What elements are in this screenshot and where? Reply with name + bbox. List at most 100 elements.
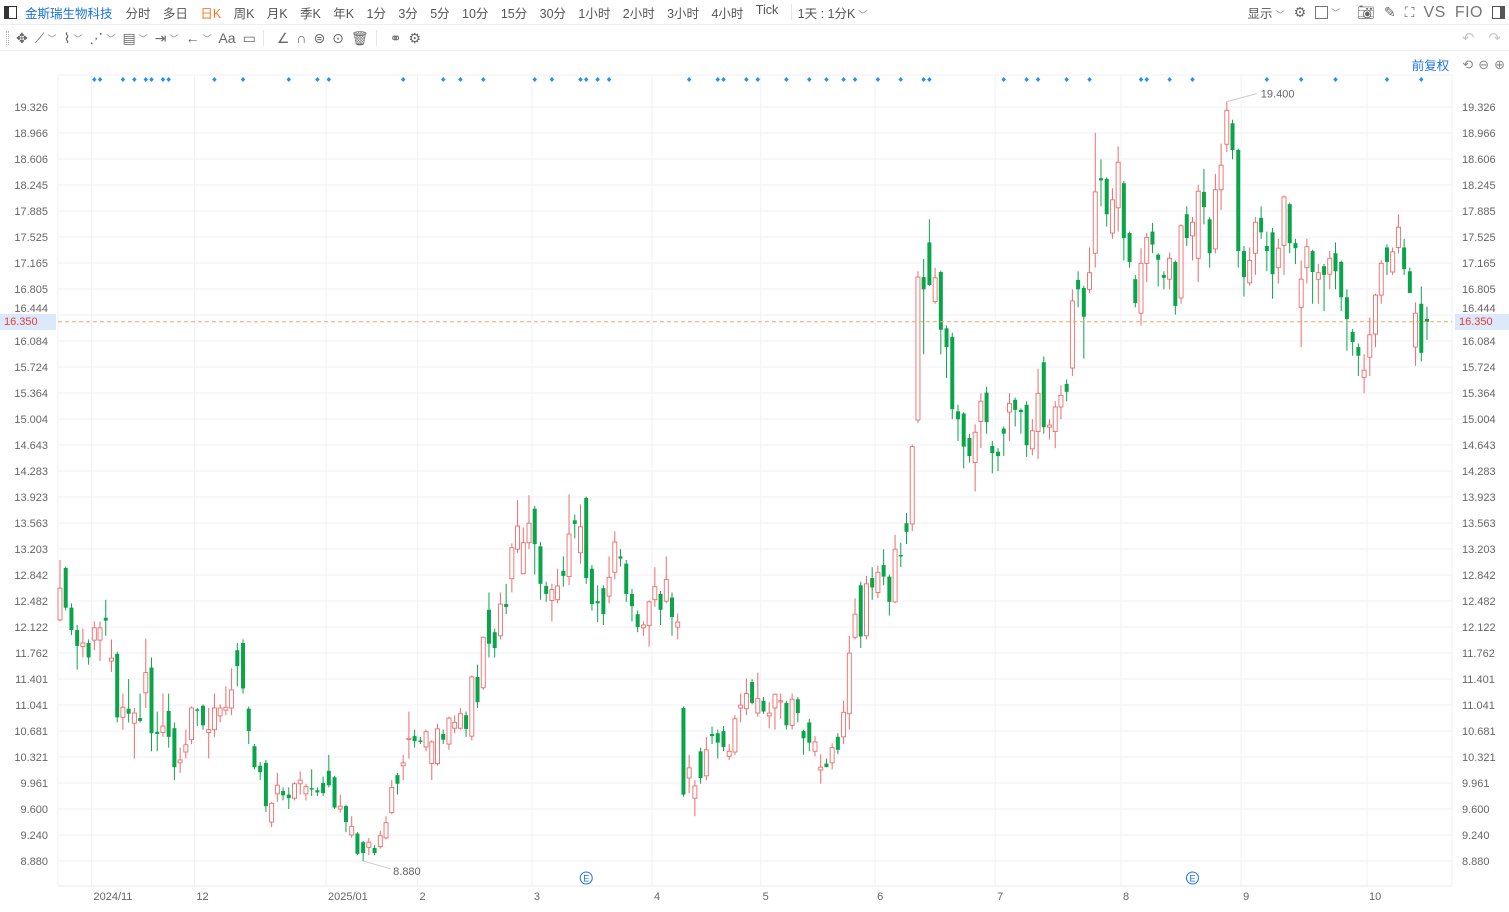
candle-body (160, 725, 166, 733)
trend-line-icon[interactable]: ⟋ ﹀ (34, 29, 57, 46)
event-marker-icon (1167, 77, 1172, 82)
period-tab[interactable]: 周K (233, 6, 255, 21)
angle-icon[interactable]: ∠ (276, 29, 290, 46)
period-tab[interactable]: 5分 (430, 6, 450, 21)
period-tab[interactable]: 多日 (162, 6, 188, 21)
stock-name[interactable]: 金斯瑞生物科技 (25, 6, 113, 21)
layout-dropdown[interactable]: ﹀ (1315, 6, 1340, 19)
price-tick-right: 12.842 (1462, 570, 1496, 582)
candle-body (274, 784, 280, 795)
candle-body (1173, 261, 1178, 306)
period-tab[interactable]: 15分 (500, 6, 528, 21)
event-marker-icon (1024, 77, 1029, 82)
pencil-icon[interactable]: ✎ (1383, 4, 1396, 20)
period-tab[interactable]: 季K (300, 6, 321, 21)
event-marker-icon (927, 77, 932, 82)
price-tick-left: 15.004 (14, 414, 48, 426)
price-tick-right: 10.321 (1462, 752, 1496, 764)
candle-body (1259, 217, 1264, 233)
candle-body (1150, 231, 1155, 245)
panel-toggle-icon[interactable] (1492, 6, 1505, 19)
candle-body (772, 693, 778, 709)
magnet-icon[interactable]: ∩ (296, 30, 307, 46)
candle-body (549, 589, 555, 601)
period-toolbar: 金斯瑞生物科技 分时 多日 日K 周K 月K 季K 年K 1分 3分 5分 10分 15分 30分 1小时… (0, 0, 1509, 25)
arrow-icon[interactable]: ← ﹀ (185, 30, 212, 46)
link-icon[interactable]: ⚭ (389, 29, 402, 46)
price-tick-left: 11.041 (15, 700, 48, 712)
trash-icon[interactable]: 🗑︎ (350, 29, 369, 46)
candle-body (177, 759, 183, 764)
wave-icon[interactable]: ⋰ ﹀ (89, 29, 116, 46)
settings-icon[interactable]: ⚙ (408, 29, 421, 46)
period-tab[interactable]: 4小时 (711, 6, 744, 21)
event-marker-icon (1138, 77, 1144, 82)
candle-body (263, 762, 268, 807)
candle-body (561, 570, 566, 576)
period-tab[interactable]: 3分 (398, 6, 418, 21)
polyline-icon[interactable]: ⌇ ﹀ (63, 29, 83, 46)
period-tab[interactable]: 1分 (366, 6, 386, 21)
candle-body (366, 841, 372, 848)
period-tab[interactable]: 月K (266, 6, 288, 21)
candle-body (172, 728, 177, 768)
event-marker-icon (898, 77, 903, 82)
period-tab[interactable]: Tick (755, 2, 779, 17)
reset-icon[interactable]: ⟲ (1462, 56, 1474, 72)
event-marker-icon (1384, 77, 1390, 82)
period-tab[interactable]: 2小时 (622, 6, 655, 21)
event-marker-icon (1035, 77, 1041, 82)
move-icon[interactable]: ✥ (16, 29, 28, 46)
zoom-out-icon[interactable]: ⊖ (1478, 56, 1490, 72)
price-tick-right: 18.245 (1462, 180, 1496, 192)
undo-icon[interactable]: ↶ (1461, 30, 1475, 47)
candle-body (710, 733, 715, 737)
display-dropdown[interactable]: 显示 ﹀ (1248, 3, 1285, 22)
price-tick-left: 18.966 (14, 128, 48, 140)
zoom-in-icon[interactable]: ⊕ (1494, 56, 1505, 72)
period-tab[interactable]: 1小时 (578, 6, 611, 21)
period-tab[interactable]: 10分 (462, 6, 489, 21)
candle-body (1384, 247, 1389, 262)
candle-body (91, 627, 97, 641)
candle-body (1241, 251, 1246, 278)
price-tick-left: 8.880 (20, 856, 48, 868)
candle-body (640, 624, 646, 629)
candle-body (492, 632, 497, 649)
candle-body (618, 556, 623, 559)
sidebar-toggle-icon[interactable] (4, 5, 17, 19)
candle-body (726, 750, 732, 757)
settings-icon[interactable]: ⚙ (1293, 4, 1307, 20)
eye-icon[interactable]: ⊜ (313, 29, 326, 46)
candle-body (1275, 247, 1281, 269)
vs-button[interactable]: VS (1423, 3, 1446, 21)
fullscreen-icon[interactable]: ⛶ (1404, 4, 1415, 20)
candle-body (538, 546, 543, 584)
candle-body (1184, 214, 1189, 239)
redo-icon[interactable]: ↷ (1488, 30, 1501, 47)
event-marker-icon (1333, 77, 1338, 82)
candle-body (967, 438, 972, 457)
candle-body (131, 712, 137, 724)
camera-icon[interactable]: 📷︎ (1357, 4, 1375, 20)
period-tab[interactable]: 年K (333, 6, 355, 21)
candle-body (57, 587, 63, 621)
fibonacci-icon[interactable]: ▤ ﹀ (122, 29, 148, 46)
fio-button[interactable]: FIO (1454, 3, 1483, 21)
drag-handle-icon[interactable] (6, 31, 9, 45)
text-icon[interactable]: Aa (218, 30, 236, 46)
range-icon[interactable]: ⇥ ﹀ (154, 29, 179, 46)
candle-body (984, 392, 989, 423)
period-tab[interactable]: 日K (200, 6, 222, 21)
custom-period-dropdown[interactable]: 1天 : 1分K ﹀ (798, 3, 868, 22)
event-marker-icon (532, 77, 537, 82)
candle-body (658, 593, 663, 610)
period-tab[interactable]: 分时 (125, 6, 151, 21)
forward-adjust-button[interactable]: 前复权 (1411, 59, 1450, 73)
period-tab[interactable]: 30分 (539, 6, 567, 21)
comment-icon[interactable]: ▭ (242, 29, 256, 46)
candle-body (892, 548, 898, 603)
target-icon[interactable]: ⊙ (332, 29, 344, 46)
period-tab[interactable]: 3小时 (667, 6, 700, 21)
